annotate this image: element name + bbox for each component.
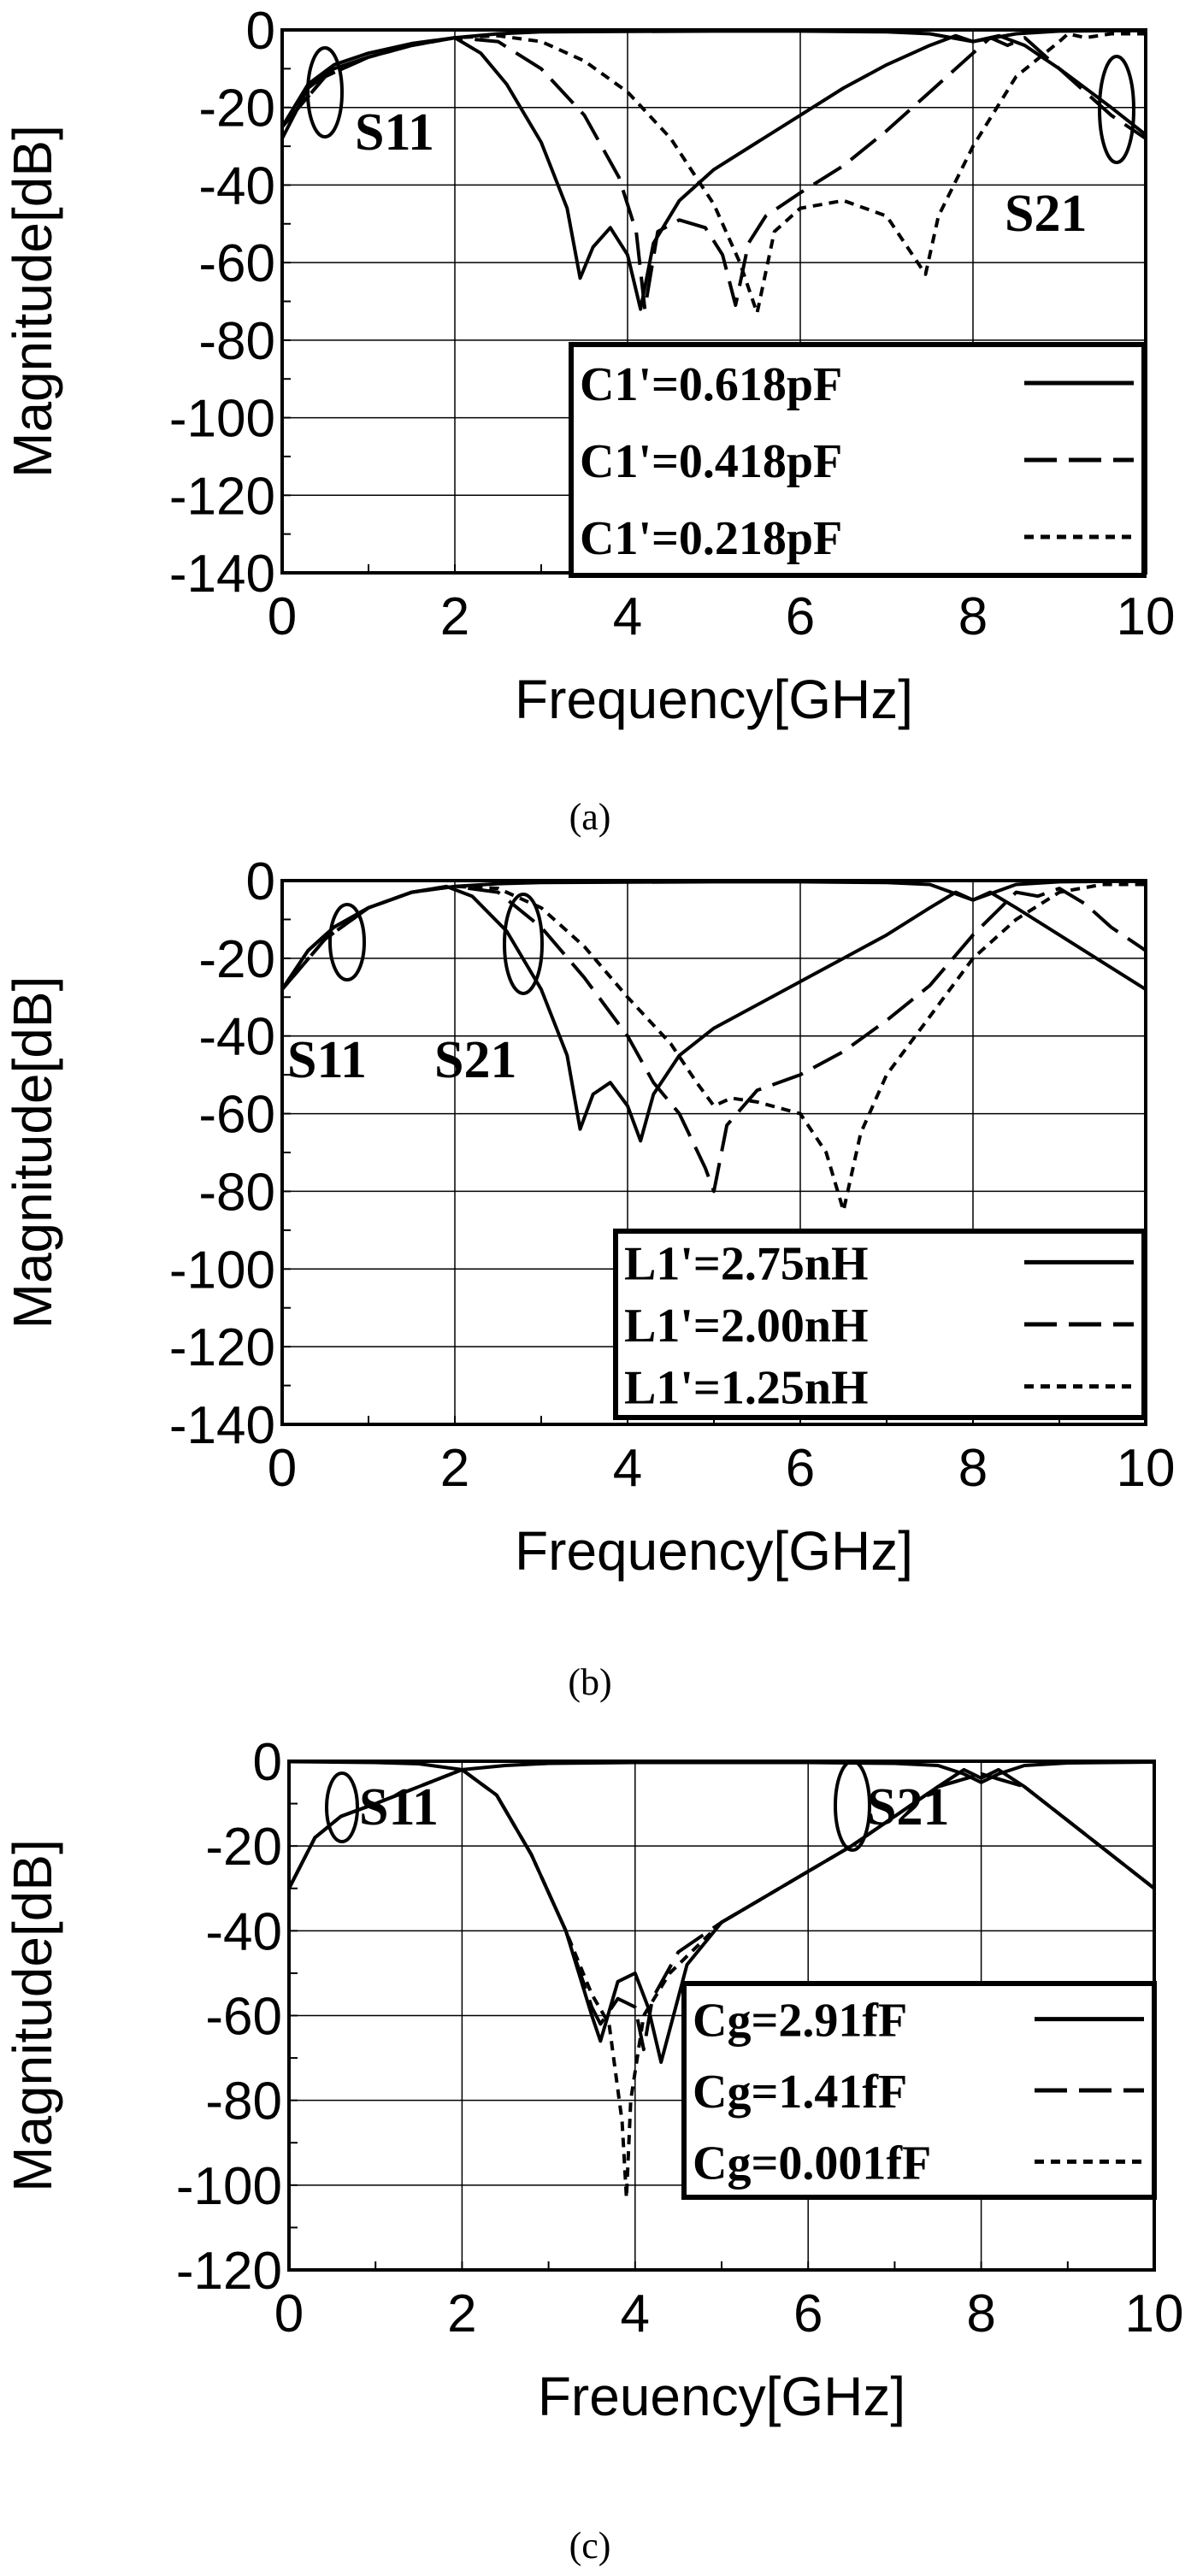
y-tick-label: -80 bbox=[198, 312, 275, 371]
annotation-label: S11 bbox=[287, 1031, 367, 1089]
y-tick-label: -40 bbox=[198, 156, 275, 215]
x-axis-title: Freuency[GHz] bbox=[538, 2366, 905, 2427]
y-axis-title: Magnitude[dB] bbox=[2, 1839, 63, 2192]
marker-ellipse bbox=[328, 903, 366, 981]
x-tick-label: 10 bbox=[1117, 1439, 1176, 1498]
y-axis-title: Magnitude[dB] bbox=[2, 125, 63, 478]
x-axis-title: Frequency[GHz] bbox=[515, 1520, 913, 1582]
chart-a: 0 2 4 6 8 10 0 -20 -40 -60 -80 -100 -120 -140 Frequenc… bbox=[2, 2, 1176, 730]
panel-c: 0 2 4 6 8 10 0 -20 -40 -60 -80 -100 -120 Freuency[GHz… bbox=[0, 1710, 1197, 2576]
y-tick-label: -80 bbox=[205, 2072, 282, 2131]
x-tick-label: 6 bbox=[786, 1439, 815, 1498]
y-tick-label: -40 bbox=[205, 1902, 282, 1961]
marker-ellipse bbox=[325, 1771, 359, 1843]
y-tick-label: -20 bbox=[205, 1818, 282, 1877]
series-line-dotted-s21 bbox=[282, 882, 1146, 1213]
y-tick-label: -140 bbox=[169, 545, 275, 604]
plot-frame bbox=[280, 879, 1147, 1426]
legend-label: C1'=0.618pF bbox=[580, 358, 842, 411]
y-tick-label: -120 bbox=[169, 1318, 275, 1377]
legend-label: L1'=1.25nH bbox=[624, 1362, 869, 1415]
x-tick-label: 8 bbox=[958, 587, 988, 646]
x-tick-label: 2 bbox=[440, 1439, 469, 1498]
x-tick-label: 2 bbox=[447, 2284, 476, 2343]
y-tick-label: -40 bbox=[198, 1008, 275, 1067]
x-tick-label: 6 bbox=[786, 587, 815, 646]
y-tick-label: -100 bbox=[176, 2157, 282, 2216]
annotation-label: S21 bbox=[867, 1778, 949, 1836]
y-tick-label: -60 bbox=[198, 1086, 275, 1145]
y-tick-label: -20 bbox=[198, 80, 275, 139]
x-tick-label: 10 bbox=[1117, 587, 1176, 646]
x-axis-title: Frequency[GHz] bbox=[515, 669, 913, 730]
panel-b: 0 2 4 6 8 10 0 -20 -40 -60 -80 -100 -120 -140 Frequenc… bbox=[0, 852, 1197, 1710]
panel-a: 0 2 4 6 8 10 0 -20 -40 -60 -80 -100 -120 -140 Frequenc… bbox=[0, 0, 1197, 855]
x-tick-label: 2 bbox=[440, 587, 469, 646]
y-tick-label: -100 bbox=[169, 390, 275, 449]
x-tick-label: 10 bbox=[1125, 2284, 1184, 2343]
series-line-solid-s21 bbox=[282, 884, 1146, 1143]
y-tick-label: 0 bbox=[253, 1733, 282, 1792]
x-tick-label: 8 bbox=[966, 2284, 995, 2343]
y-tick-label: 0 bbox=[246, 852, 275, 911]
series-line-dotted-s21 bbox=[282, 32, 1146, 315]
annotation-label: S21 bbox=[434, 1031, 516, 1089]
y-tick-label: -20 bbox=[198, 930, 275, 989]
series-group bbox=[282, 28, 1146, 315]
chart-b: 0 2 4 6 8 10 0 -20 -40 -60 -80 -100 -120 -140 Frequenc… bbox=[2, 852, 1176, 1582]
marker-ellipse bbox=[503, 893, 544, 995]
x-tick-label: 4 bbox=[613, 1439, 642, 1498]
legend: L1'=2.75nH L1'=2.00nH L1'=1.25nH bbox=[613, 1229, 1147, 1420]
y-tick-label: -140 bbox=[169, 1396, 275, 1455]
caption-b: (b) bbox=[568, 1661, 612, 1703]
x-tick-label: 6 bbox=[793, 2284, 823, 2343]
y-tick-label: -60 bbox=[198, 234, 275, 293]
legend-label: L1'=2.00nH bbox=[624, 1300, 869, 1353]
y-tick-label: -120 bbox=[176, 2242, 282, 2301]
legend: C1'=0.618pF C1'=0.418pF C1'=0.218pF bbox=[569, 342, 1147, 578]
x-tick-label: 8 bbox=[958, 1439, 988, 1498]
x-tick-label: 0 bbox=[274, 2284, 304, 2343]
x-tick-label: 0 bbox=[268, 1439, 297, 1498]
marker-ellipse bbox=[834, 1760, 871, 1852]
y-axis-title: Magnitude[dB] bbox=[2, 976, 63, 1329]
x-tick-label: 4 bbox=[613, 587, 642, 646]
series-line-solid-s11 bbox=[282, 879, 1146, 991]
marker-ellipse bbox=[1098, 55, 1135, 164]
annotation-label: S21 bbox=[1005, 185, 1087, 243]
series-group bbox=[282, 879, 1146, 1213]
legend-label: Cg=1.41fF bbox=[693, 2066, 907, 2119]
y-tick-label: -100 bbox=[169, 1241, 275, 1300]
caption-c: (c) bbox=[569, 2525, 611, 2567]
marker-ellipse bbox=[306, 46, 344, 139]
annotation-label: S11 bbox=[355, 103, 434, 162]
y-tick-label: -60 bbox=[205, 1988, 282, 2047]
legend: Cg=2.91fF Cg=1.41fF Cg=0.001fF bbox=[681, 1981, 1157, 2200]
annotation-label: S11 bbox=[359, 1778, 439, 1836]
x-tick-label: 4 bbox=[621, 2284, 650, 2343]
y-tick-label: -120 bbox=[169, 467, 275, 526]
legend-label: C1'=0.218pF bbox=[580, 512, 842, 565]
series-line-solid-s21 bbox=[282, 33, 1146, 311]
x-tick-label: 0 bbox=[268, 587, 297, 646]
legend-label: Cg=0.001fF bbox=[693, 2137, 931, 2190]
y-tick-label: -80 bbox=[198, 1163, 275, 1222]
series-line-dotted-s21 bbox=[289, 1767, 1154, 2200]
series-line-dashed-s21 bbox=[282, 884, 1146, 1194]
chart-c: 0 2 4 6 8 10 0 -20 -40 -60 -80 -100 -120 Freuency[GHz… bbox=[2, 1733, 1184, 2427]
y-tick-label: 0 bbox=[246, 2, 275, 61]
legend-label: L1'=2.75nH bbox=[624, 1237, 869, 1290]
caption-a: (a) bbox=[569, 796, 611, 838]
series-line-dashed-s21 bbox=[282, 36, 1146, 311]
legend-label: Cg=2.91fF bbox=[693, 1995, 907, 2048]
legend-label: C1'=0.418pF bbox=[580, 435, 842, 488]
